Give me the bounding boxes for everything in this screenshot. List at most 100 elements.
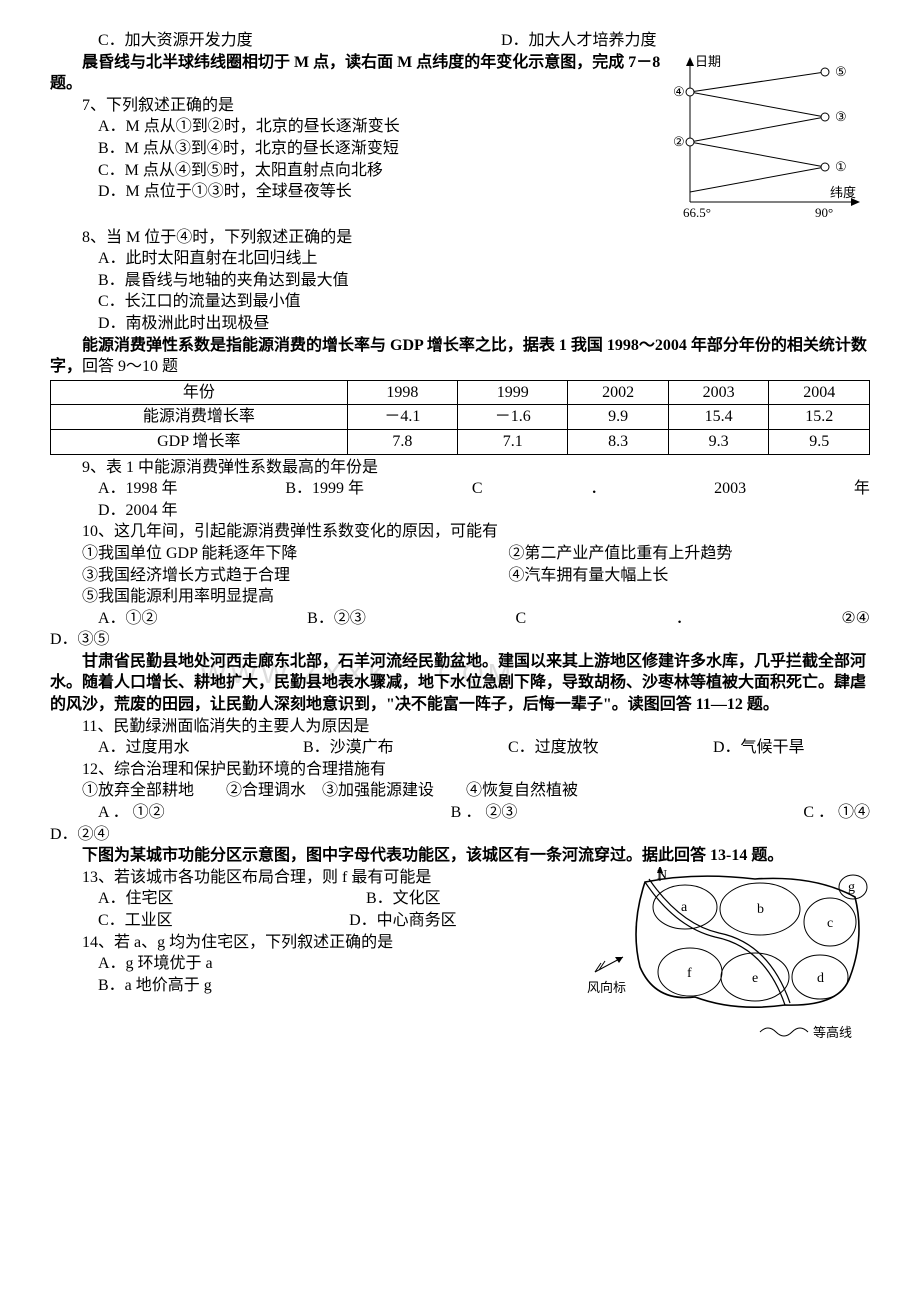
q12-stem: 12、综合治理和保护民勤环境的合理措施有 <box>50 759 870 781</box>
fig2-c: c <box>827 916 833 931</box>
q7-c: C．M 点从④到⑤时，太阳直射点向北移 <box>50 160 665 182</box>
q11-c: C．过度放牧 <box>460 737 665 759</box>
q14-b: B．a 地价高于 g <box>50 975 585 997</box>
figure-city-zones: a b c d e f g N 风向标 等高线 <box>585 867 870 1057</box>
fig1-m2: ② <box>673 134 685 149</box>
t1r2c3: 8.3 <box>568 429 669 454</box>
q10-c-v: ②④ <box>793 608 870 630</box>
t1h3: 2002 <box>568 380 669 405</box>
q6-opt-d-part: D．加大人才培养力度 <box>501 30 870 52</box>
fig2-e: e <box>752 971 758 986</box>
q10-4: ④汽车拥有量大幅上长 <box>476 565 870 587</box>
fig2-g: g <box>848 880 855 895</box>
t1r1c5: 15.2 <box>769 405 870 430</box>
q11-b: B．沙漠广布 <box>255 737 460 759</box>
q9-c-y: 年 <box>806 478 870 500</box>
t1r1c1: －4.1 <box>347 405 457 430</box>
fig1-m5: ⑤ <box>835 64 847 79</box>
t1r2c2: 7.1 <box>458 429 568 454</box>
q12-sub: ①放弃全部耕地 ②合理调水 ③加强能源建设 ④恢复自然植被 <box>50 780 870 802</box>
q14-a: A．g 环境优于 a <box>50 953 585 975</box>
q10-a: A．①② <box>50 608 158 630</box>
table-1: 年份 1998 1999 2002 2003 2004 能源消费增长率 －4.1… <box>50 380 870 455</box>
t1h1: 1998 <box>347 380 457 405</box>
fig2-wind: 风向标 <box>587 980 626 995</box>
t1h2: 1999 <box>458 380 568 405</box>
q13-a: A．住宅区 <box>50 888 318 910</box>
q9-opts-line: A．1998 年 B．1999 年 C ． 2003 年 <box>50 478 870 500</box>
fig1-ylabel: 日期 <box>695 54 721 69</box>
q13-cd: C．工业区 D．中心商务区 <box>50 910 585 932</box>
q13-d: D．中心商务区 <box>301 910 585 932</box>
q13-b: B．文化区 <box>318 888 585 910</box>
q8-a: A．此时太阳直射在北回归线上 <box>50 248 870 270</box>
q9-stem: 9、表 1 中能源消费弹性系数最高的年份是 <box>50 457 870 479</box>
q11-d: D．气候干旱 <box>665 737 870 759</box>
q6-options-cd: C．加大资源开发力度 D．加大人才培养力度 <box>50 30 870 52</box>
figure-m-latitude: 日期 纬度 66.5° 90° ⑤ ④ ③ ② ① <box>665 52 870 227</box>
q9-c-dot: ． <box>542 478 606 500</box>
q10-c-l: C <box>467 608 526 630</box>
q8-stem: 8、当 M 位于④时，下列叙述正确的是 <box>50 227 870 249</box>
q11-opts: A．过度用水 B．沙漠广布 C．过度放牧 D．气候干旱 <box>50 737 870 759</box>
fig2-f: f <box>687 966 692 981</box>
q10-b: B．②③ <box>259 608 366 630</box>
fig2-b: b <box>757 902 764 917</box>
q14-stem: 14、若 a、g 均为住宅区，下列叙述正确的是 <box>50 932 585 954</box>
q12-b: B ． ②③ <box>403 802 518 824</box>
fig1-x1: 90° <box>815 205 833 220</box>
q10-line1: ①我国单位 GDP 能耗逐年下降 ②第二产业产值比重有上升趋势 <box>50 543 870 565</box>
intro-13-14: 下图为某城市功能分区示意图，图中字母代表功能区，该城区有一条河流穿过。据此回答 … <box>50 845 870 867</box>
q11-stem: 11、民勤绿洲面临消失的主要人为原因是 <box>50 716 870 738</box>
q13-stem: 13、若该城市各功能区布局合理，则 f 最有可能是 <box>50 867 585 889</box>
q6-opt-c: C．加大资源开发力度 <box>50 30 501 52</box>
q10-stem: 10、这几年间，引起能源消费弹性系数变化的原因，可能有 <box>50 521 870 543</box>
fig1-m1: ① <box>835 159 847 174</box>
fig2-a: a <box>681 900 688 915</box>
t1r2c4: 9.3 <box>668 429 769 454</box>
q13-c: C．工业区 <box>50 910 301 932</box>
q7-a: A．M 点从①到②时，北京的昼长逐渐变长 <box>50 116 665 138</box>
intro9-b: 回答 9～10 题 <box>82 358 178 375</box>
q9-a: A．1998 年 <box>50 478 178 500</box>
fig1-xlabel: 纬度 <box>830 185 856 200</box>
t1r1c0: 能源消费增长率 <box>51 405 348 430</box>
t1r2c0: GDP 增长率 <box>51 429 348 454</box>
q9-c-l: C <box>424 478 483 500</box>
q8-b: B．晨昏线与地轴的夹角达到最大值 <box>50 270 870 292</box>
q10-line2: ③我国经济增长方式趋于合理 ④汽车拥有量大幅上长 <box>50 565 870 587</box>
q11-a: A．过度用水 <box>50 737 255 759</box>
q12-d: D．②④ <box>50 824 870 846</box>
q12-a: A ． ①② <box>50 802 165 824</box>
q7-d: D．M 点位于①③时，全球昼夜等长 <box>50 181 665 203</box>
t1r1c3: 9.9 <box>568 405 669 430</box>
q9-c-v: 2003 <box>666 478 746 500</box>
q10-d: D．③⑤ <box>50 629 870 651</box>
q12-opts-line: A ． ①② B ． ②③ C ． ①④ <box>50 802 870 824</box>
q10-5: ⑤我国能源利用率明显提高 <box>50 586 870 608</box>
q10-2: ②第二产业产值比重有上升趋势 <box>476 543 870 565</box>
fig1-m3: ③ <box>835 109 847 124</box>
fig1-m4: ④ <box>673 84 685 99</box>
t1h0: 年份 <box>51 380 348 405</box>
t1h5: 2004 <box>769 380 870 405</box>
q13-ab: A．住宅区 B．文化区 <box>50 888 585 910</box>
q12-c: C ． ①④ <box>755 802 870 824</box>
q7-stem: 7、下列叙述正确的是 <box>50 95 665 117</box>
fig1-x0: 66.5° <box>683 205 711 220</box>
t1r2c5: 9.5 <box>769 429 870 454</box>
t1r2c1: 7.8 <box>347 429 457 454</box>
q10-c-dot: ． <box>628 608 692 630</box>
q9-b: B．1999 年 <box>237 478 364 500</box>
q8-c: C．长江口的流量达到最小值 <box>50 291 870 313</box>
q10-opts: A．①② B．②③ C ． ②④ <box>50 608 870 630</box>
intro-7-8: 晨昏线与北半球纬线圈相切于 M 点，读右面 M 点纬度的年变化示意图，完成 7－… <box>50 52 665 95</box>
intro-9-10: 能源消费弹性系数是指能源消费的增长率与 GDP 增长率之比，据表 1 我国 19… <box>50 335 870 378</box>
q7-b: B．M 点从③到④时，北京的昼长逐渐变短 <box>50 138 665 160</box>
t1h4: 2003 <box>668 380 769 405</box>
fig2-d: d <box>817 971 824 986</box>
q9-d: D．2004 年 <box>50 500 870 522</box>
q8-d: D．南极洲此时出现极昼 <box>50 313 870 335</box>
q10-1: ①我国单位 GDP 能耗逐年下降 <box>50 543 476 565</box>
q10-3: ③我国经济增长方式趋于合理 <box>50 565 476 587</box>
